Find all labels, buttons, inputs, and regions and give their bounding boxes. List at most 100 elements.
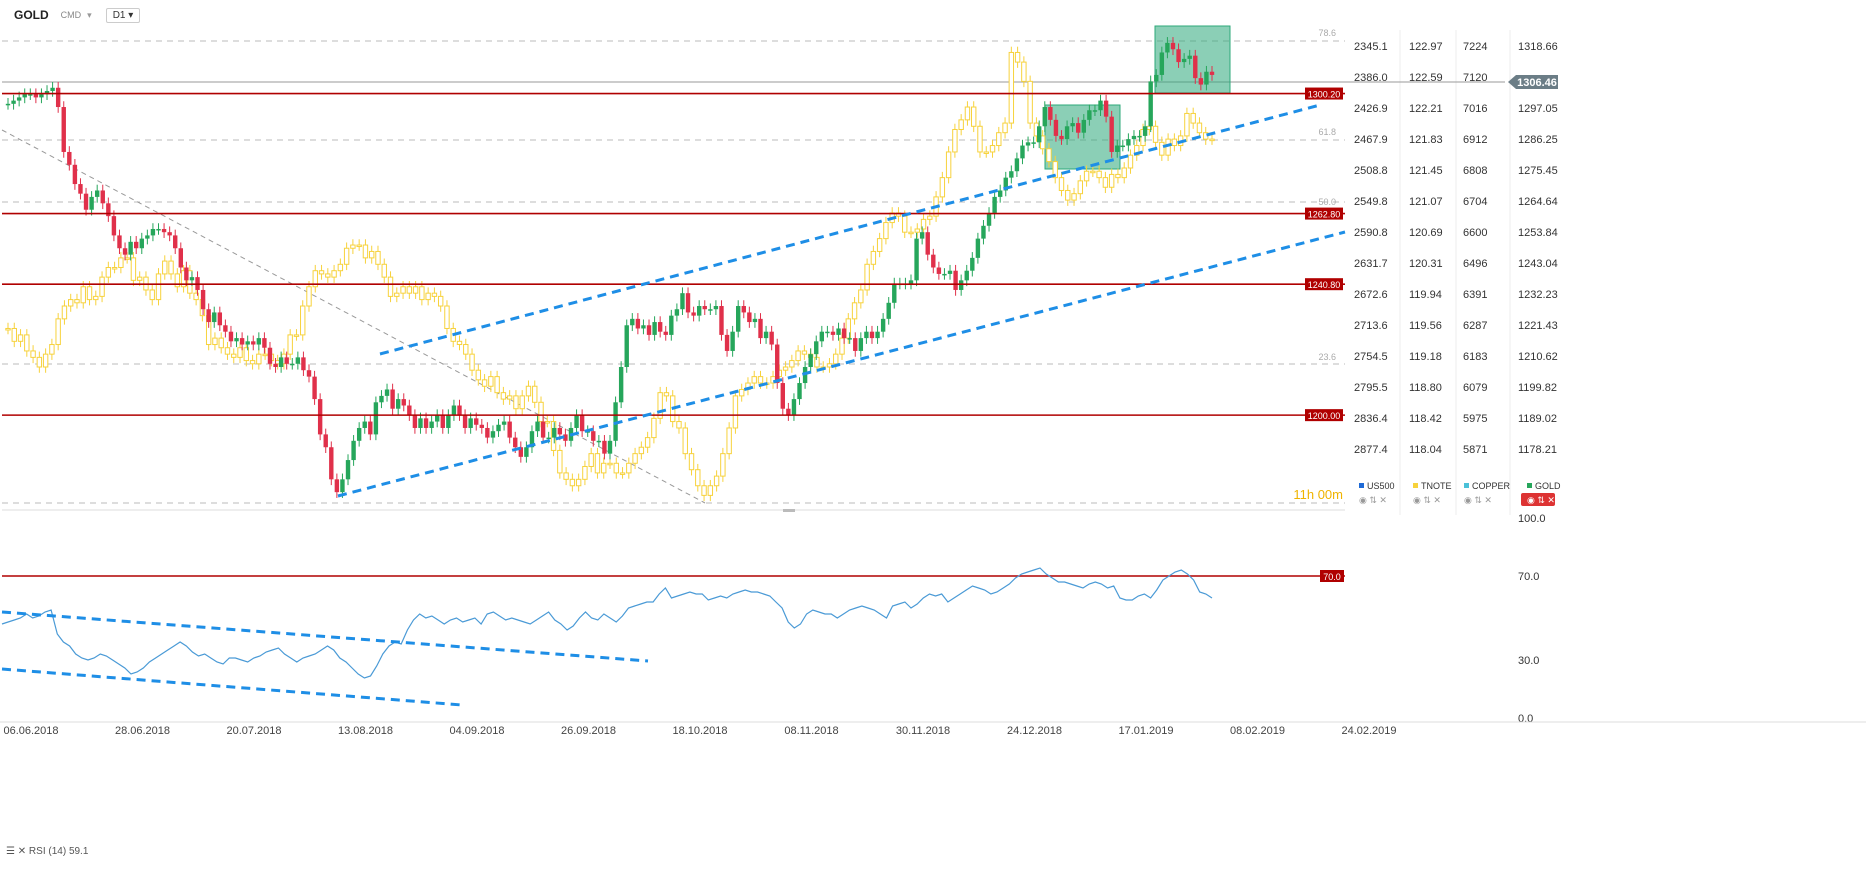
copper-axis-tick: 6808: [1463, 165, 1487, 177]
tnote-overlay-candle: [682, 427, 688, 455]
gold-candle: [239, 338, 245, 345]
tnote-overlay-candle: [726, 427, 732, 455]
gold-candle: [747, 312, 752, 323]
legend-item-copper[interactable]: COPPER ◉ ⇅ ✕: [1464, 481, 1511, 505]
us500-axis-tick: 2426.9: [1354, 103, 1388, 115]
tnote-overlay-candle: [1152, 125, 1159, 143]
legend-label: US500: [1367, 481, 1395, 491]
gold-candle: [1014, 158, 1020, 172]
gold-candle: [814, 341, 819, 355]
tnote-overlay-candle: [958, 119, 964, 130]
gold-candle: [39, 94, 44, 98]
us500-axis-tick: 2590.8: [1354, 227, 1388, 239]
tnote-overlay-candle: [1108, 173, 1115, 188]
gold-candle: [334, 479, 340, 493]
tnote-overlay-candle: [463, 344, 469, 355]
gold-candle: [479, 424, 484, 428]
settings-icon[interactable]: ☰: [6, 846, 15, 857]
gold-candle: [78, 184, 83, 194]
gold-candle: [908, 280, 914, 284]
gold-candle: [858, 338, 864, 351]
gold-candle: [161, 228, 167, 233]
gold-candle: [1142, 126, 1148, 136]
gold-candle: [1137, 135, 1142, 138]
tnote-overlay-candle: [99, 276, 105, 297]
gold-candle: [919, 232, 925, 239]
tnote-overlay-candle: [224, 347, 231, 355]
tnote-overlay-candle: [1196, 122, 1203, 134]
gold-candle: [958, 280, 964, 290]
chevron-down-icon: ▾: [128, 9, 134, 21]
gold-candle: [713, 306, 719, 310]
tnote-overlay-candle: [212, 337, 218, 346]
tnote-overlay-candle: [927, 215, 933, 220]
gold-axis-tick: 1199.82: [1518, 382, 1557, 394]
gold-candle: [624, 325, 629, 367]
tnote-overlay-candle: [256, 353, 262, 365]
copper-axis-tick: 6287: [1463, 320, 1487, 332]
gold-candle: [936, 267, 942, 274]
gold-candle: [507, 421, 512, 438]
tnote-overlay-candle: [1008, 51, 1015, 124]
gold-candle: [206, 309, 211, 323]
tnote-overlay-candle: [111, 267, 118, 270]
us500-axis-tick: 2713.6: [1354, 320, 1388, 332]
gold-candle: [284, 357, 289, 364]
chevron-down-icon[interactable]: ▾: [87, 9, 92, 20]
tnote-overlay-candle: [1083, 170, 1090, 182]
tnote-overlay-candle: [80, 286, 86, 304]
pane-resize-handle: [783, 509, 795, 512]
gold-candle: [446, 415, 451, 428]
gold-candle: [485, 427, 490, 438]
tnote-overlay-candle: [732, 395, 739, 429]
gold-candle: [942, 273, 947, 276]
tnote-overlay-candle: [1014, 51, 1021, 63]
gold-candle: [657, 322, 663, 332]
tnote-overlay-candle: [1071, 193, 1077, 201]
tnote-overlay-candle: [17, 334, 24, 342]
tnote-overlay-candle: [11, 327, 17, 342]
tnote-overlay-candle: [1090, 170, 1096, 174]
tnote-overlay-candle: [607, 462, 613, 466]
tnote-overlay-candle: [651, 417, 657, 439]
trend-channel-line: [379, 103, 1321, 356]
timeframe-select[interactable]: D1 ▾: [105, 7, 141, 23]
gold-candle: [786, 408, 791, 416]
gold-candle: [128, 241, 133, 255]
tnote-overlay-candle: [920, 218, 927, 230]
gold-axis-tick: 1243.04: [1518, 258, 1558, 270]
legend-item-tnote[interactable]: TNOTE ◉ ⇅ ✕: [1413, 481, 1452, 505]
tnote-overlay-candle: [381, 263, 387, 278]
gold-candle: [1126, 139, 1131, 146]
copper-axis-tick: 5871: [1463, 444, 1487, 456]
gold-candle: [94, 190, 100, 197]
gold-candle: [323, 434, 328, 448]
copper-axis-tick: 6496: [1463, 258, 1487, 270]
gold-candle: [329, 447, 334, 480]
gold-candle: [1098, 100, 1103, 111]
gold-candle: [301, 357, 306, 371]
tnote-overlay-candle: [575, 478, 582, 487]
tnote-axis-tick: 122.21: [1409, 103, 1443, 115]
gold-candle: [1181, 58, 1187, 63]
symbol-label[interactable]: GOLD: [14, 8, 49, 22]
rsi-indicator-label[interactable]: ☰ ✕ RSI (14) 59.1: [6, 846, 88, 857]
gold-axis-tick: 1297.05: [1518, 103, 1558, 115]
tnote-overlay-candle: [193, 292, 199, 301]
gold-candle: [440, 415, 445, 428]
gold-candle: [1159, 52, 1165, 75]
gold-candle: [61, 107, 66, 152]
tnote-axis-tick: 121.83: [1409, 134, 1443, 146]
legend-item-us500[interactable]: US500 ◉ ⇅ ✕: [1359, 481, 1395, 505]
tnote-axis-tick: 121.45: [1409, 165, 1443, 177]
level-price-label: 1300.20: [1308, 90, 1341, 100]
tnote-overlay-candle: [833, 353, 839, 365]
gold-axis-tick: 1264.64: [1518, 196, 1558, 208]
gold-candle: [953, 270, 958, 290]
close-icon[interactable]: ✕: [17, 846, 27, 857]
rsi-level-tag: [1320, 570, 1344, 582]
legend-item-gold[interactable]: GOLD ◉ ⇅ ✕: [1521, 481, 1561, 506]
tnote-overlay-candle: [1046, 148, 1052, 163]
gold-candle: [474, 418, 479, 425]
